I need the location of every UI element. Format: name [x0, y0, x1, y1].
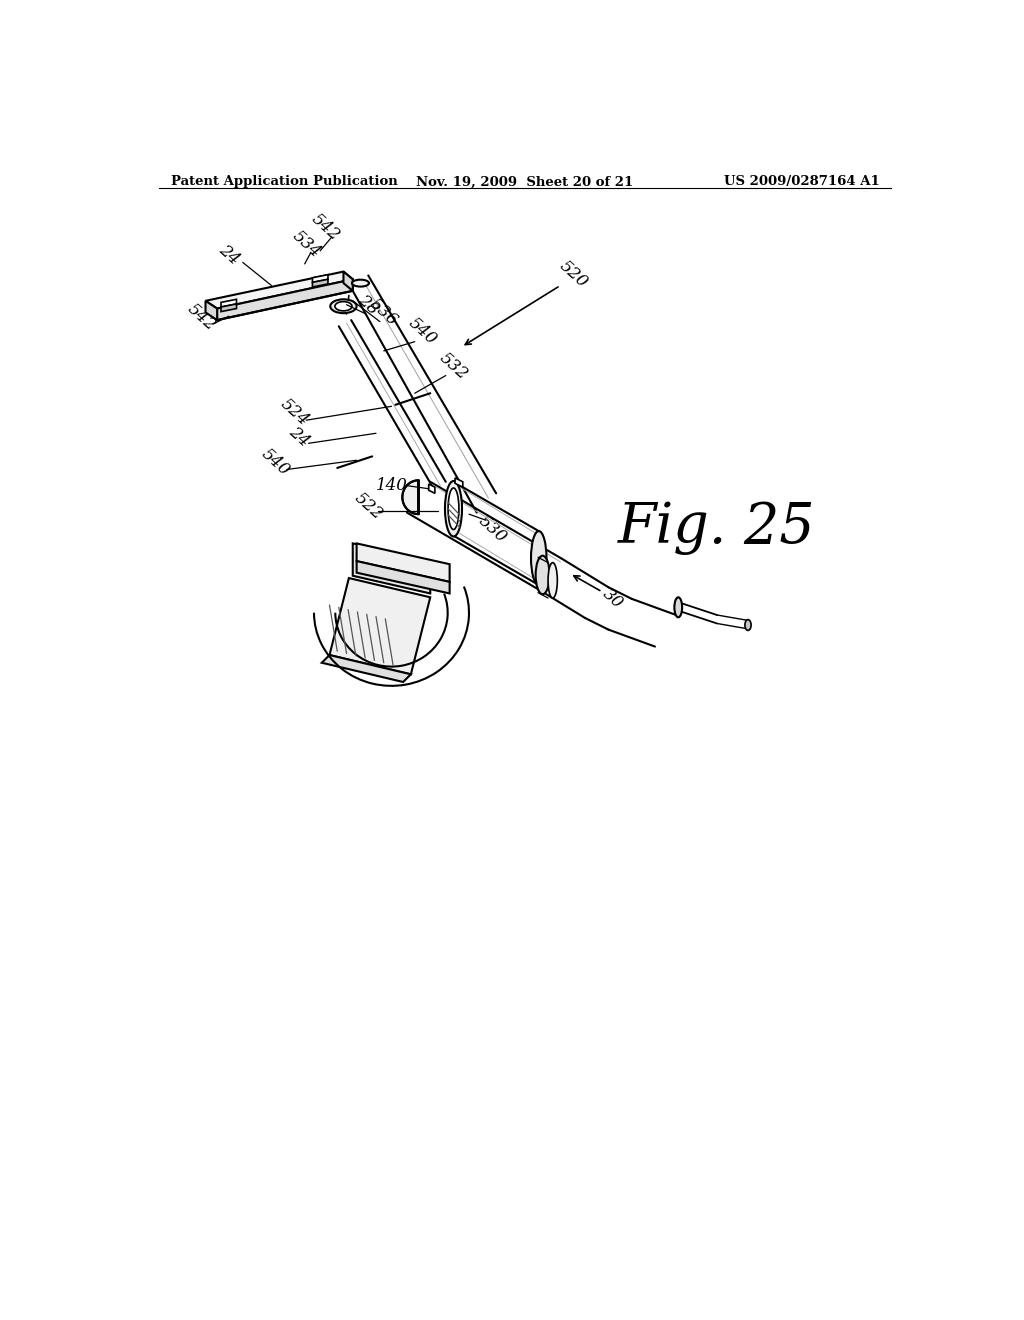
Polygon shape	[356, 561, 450, 594]
Polygon shape	[312, 275, 328, 282]
Polygon shape	[352, 544, 430, 594]
Ellipse shape	[531, 531, 547, 585]
Text: 534: 534	[289, 227, 324, 261]
Polygon shape	[217, 280, 352, 321]
Polygon shape	[343, 272, 352, 290]
Ellipse shape	[335, 302, 352, 312]
Ellipse shape	[548, 562, 557, 598]
Polygon shape	[221, 300, 237, 308]
Text: 24: 24	[215, 242, 243, 268]
Text: 28: 28	[354, 292, 382, 318]
Text: 522: 522	[350, 490, 386, 524]
Polygon shape	[356, 544, 450, 582]
Polygon shape	[221, 304, 237, 312]
Text: 542: 542	[308, 211, 343, 244]
Ellipse shape	[331, 300, 356, 313]
Polygon shape	[206, 301, 217, 321]
Ellipse shape	[352, 280, 369, 286]
Text: 530: 530	[475, 512, 510, 546]
Polygon shape	[322, 655, 411, 682]
Text: 140: 140	[376, 477, 408, 494]
Polygon shape	[206, 272, 352, 309]
Polygon shape	[455, 478, 463, 487]
Ellipse shape	[449, 488, 459, 529]
Text: 532: 532	[436, 350, 471, 383]
Text: 520: 520	[556, 257, 591, 290]
Polygon shape	[312, 280, 328, 286]
Text: 540: 540	[258, 446, 293, 479]
Ellipse shape	[744, 619, 751, 631]
Text: Fig. 25: Fig. 25	[618, 500, 816, 556]
Polygon shape	[330, 578, 430, 675]
Text: 542: 542	[184, 301, 219, 335]
Text: 536: 536	[367, 296, 401, 330]
Text: 30: 30	[599, 585, 626, 612]
Text: 524: 524	[278, 396, 312, 429]
Text: Patent Application Publication: Patent Application Publication	[171, 176, 397, 189]
Ellipse shape	[675, 598, 682, 618]
Ellipse shape	[445, 480, 462, 536]
Ellipse shape	[536, 556, 550, 594]
Polygon shape	[429, 484, 435, 494]
Polygon shape	[402, 480, 419, 515]
Text: Nov. 19, 2009  Sheet 20 of 21: Nov. 19, 2009 Sheet 20 of 21	[416, 176, 634, 189]
Text: US 2009/0287164 A1: US 2009/0287164 A1	[724, 176, 880, 189]
Text: 24: 24	[285, 424, 312, 450]
Text: 540: 540	[404, 314, 440, 348]
